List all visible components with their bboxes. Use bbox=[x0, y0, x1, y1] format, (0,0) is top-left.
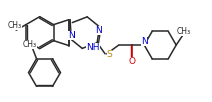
Text: O: O bbox=[129, 57, 136, 66]
Text: NH: NH bbox=[86, 43, 100, 52]
Text: CH₃: CH₃ bbox=[8, 21, 22, 30]
Text: N: N bbox=[141, 37, 148, 46]
Text: S: S bbox=[107, 50, 112, 59]
Text: N: N bbox=[95, 26, 102, 35]
Text: CH₃: CH₃ bbox=[23, 40, 37, 49]
Text: CH₃: CH₃ bbox=[177, 27, 191, 36]
Text: N: N bbox=[68, 31, 75, 40]
Text: N: N bbox=[68, 32, 74, 40]
